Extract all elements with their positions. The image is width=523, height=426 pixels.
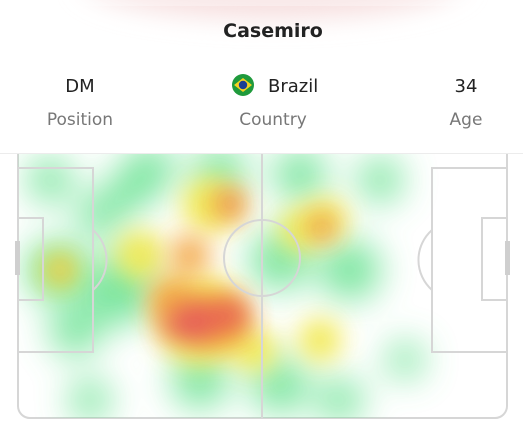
stat-value: Brazil	[268, 76, 318, 97]
right-goal-area	[481, 217, 508, 301]
stat-value: 34	[455, 76, 478, 97]
left-arc	[92, 229, 108, 291]
flag-icon	[232, 74, 254, 96]
header-glow	[111, 0, 435, 18]
stat-value: DM	[65, 76, 94, 97]
stat-label: Position	[47, 110, 113, 130]
stat-label: Age	[450, 110, 483, 130]
pitch	[15, 129, 510, 419]
stat-label: Country	[239, 110, 307, 130]
header-bg	[0, 0, 523, 153]
player-name: Casemiro	[223, 20, 323, 42]
heatmap	[25, 154, 423, 418]
center-circle	[223, 219, 301, 297]
right-penalty-box	[431, 167, 508, 353]
left-goal	[15, 241, 20, 275]
right-goal	[505, 241, 510, 275]
right-arc	[417, 229, 433, 291]
header-top	[0, 0, 523, 6]
